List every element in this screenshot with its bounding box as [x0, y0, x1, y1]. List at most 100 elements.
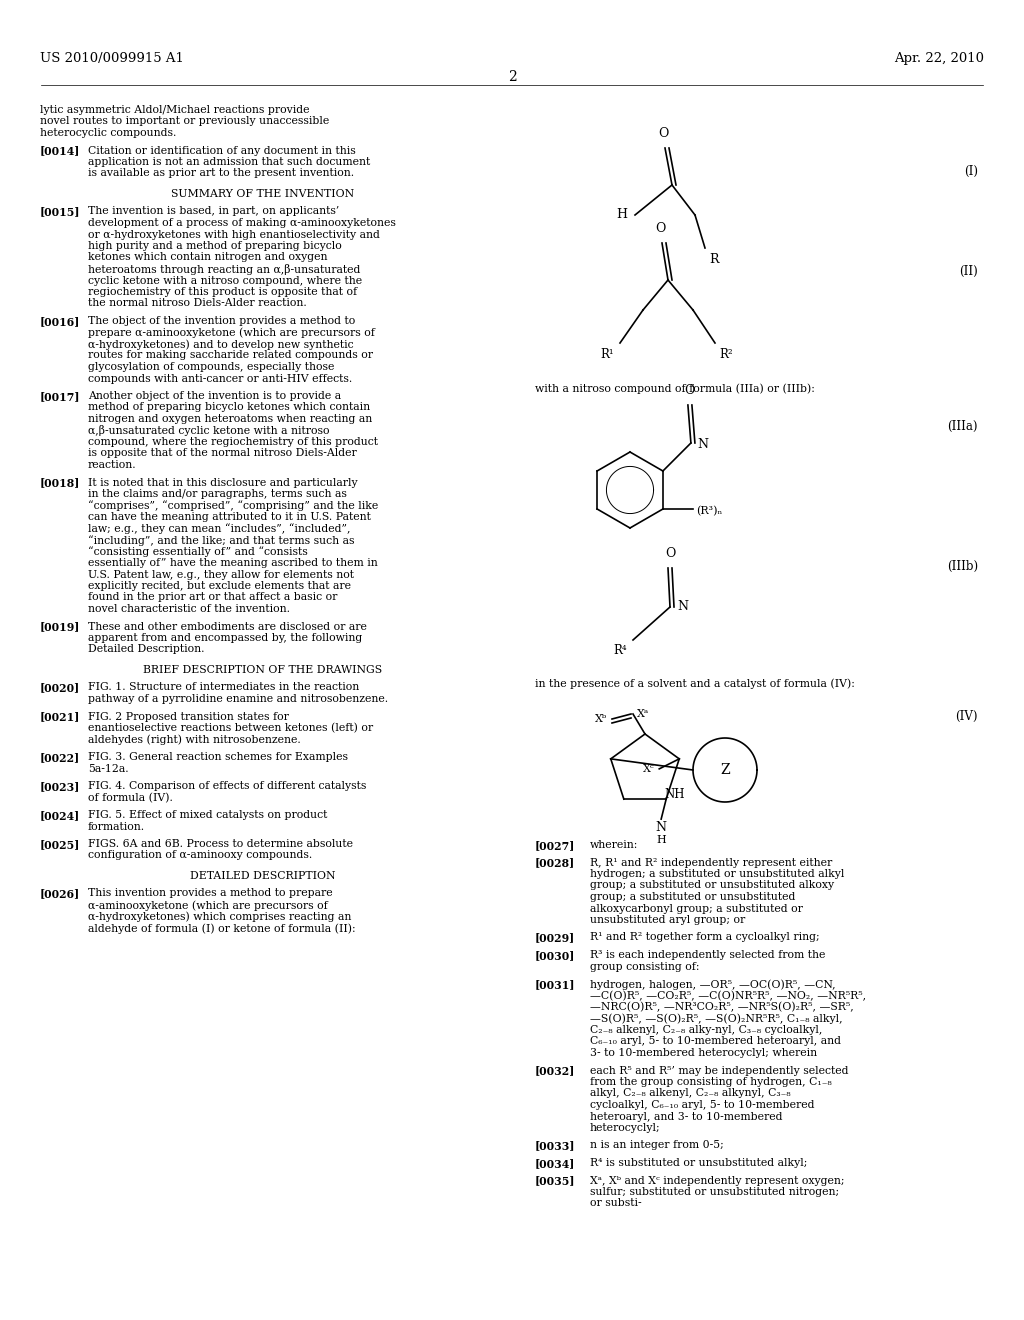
Text: [0014]: [0014]: [40, 145, 80, 157]
Text: R⁴ is substituted or unsubstituted alkyl;: R⁴ is substituted or unsubstituted alkyl…: [590, 1158, 807, 1168]
Text: O: O: [654, 222, 666, 235]
Text: “including”, and the like; and that terms such as: “including”, and the like; and that term…: [88, 535, 354, 545]
Text: formation.: formation.: [88, 821, 145, 832]
Text: “consisting essentially of” and “consists: “consisting essentially of” and “consist…: [88, 546, 308, 557]
Text: Apr. 22, 2010: Apr. 22, 2010: [894, 51, 984, 65]
Text: [0018]: [0018]: [40, 478, 80, 488]
Text: FIGS. 6A and 6B. Process to determine absolute: FIGS. 6A and 6B. Process to determine ab…: [88, 840, 353, 849]
Text: [0031]: [0031]: [535, 979, 575, 990]
Text: R¹: R¹: [600, 348, 614, 360]
Text: alkyl, C₂₋₈ alkenyl, C₂₋₈ alkynyl, C₃₋₈: alkyl, C₂₋₈ alkenyl, C₂₋₈ alkynyl, C₃₋₈: [590, 1089, 791, 1098]
Text: [0024]: [0024]: [40, 810, 80, 821]
Text: FIG. 1. Structure of intermediates in the reaction: FIG. 1. Structure of intermediates in th…: [88, 682, 359, 693]
Text: or α-hydroxyketones with high enantioselectivity and: or α-hydroxyketones with high enantiosel…: [88, 230, 380, 239]
Text: Xᵇ: Xᵇ: [595, 714, 607, 723]
Text: from the group consisting of hydrogen, C₁₋₈: from the group consisting of hydrogen, C…: [590, 1077, 831, 1086]
Text: heteroatoms through reacting an α,β-unsaturated: heteroatoms through reacting an α,β-unsa…: [88, 264, 360, 275]
Text: R, R¹ and R² independently represent either: R, R¹ and R² independently represent eit…: [590, 858, 833, 867]
Text: (II): (II): [959, 265, 978, 279]
Text: BRIEF DESCRIPTION OF THE DRAWINGS: BRIEF DESCRIPTION OF THE DRAWINGS: [143, 665, 382, 675]
Text: O: O: [685, 384, 695, 397]
Text: The invention is based, in part, on applicants’: The invention is based, in part, on appl…: [88, 206, 339, 216]
Text: [0033]: [0033]: [535, 1140, 575, 1151]
Text: “comprises”, “comprised”, “comprising” and the like: “comprises”, “comprised”, “comprising” a…: [88, 500, 378, 511]
Text: Citation or identification of any document in this: Citation or identification of any docume…: [88, 145, 355, 156]
Text: of formula (IV).: of formula (IV).: [88, 792, 173, 803]
Text: reaction.: reaction.: [88, 459, 136, 470]
Text: [0030]: [0030]: [535, 950, 575, 961]
Text: can have the meaning attributed to it in U.S. Patent: can have the meaning attributed to it in…: [88, 512, 371, 521]
Text: nitrogen and oxygen heteroatoms when reacting an: nitrogen and oxygen heteroatoms when rea…: [88, 414, 373, 424]
Text: n is an integer from 0-5;: n is an integer from 0-5;: [590, 1140, 724, 1151]
Text: heterocyclic compounds.: heterocyclic compounds.: [40, 128, 176, 139]
Text: Z: Z: [720, 763, 730, 777]
Text: NH: NH: [665, 788, 685, 801]
Text: in the presence of a solvent and a catalyst of formula (IV):: in the presence of a solvent and a catal…: [535, 678, 855, 689]
Text: 5a-12a.: 5a-12a.: [88, 763, 129, 774]
Text: [0017]: [0017]: [40, 391, 81, 403]
Text: [0022]: [0022]: [40, 752, 80, 763]
Text: FIG. 4. Comparison of effects of different catalysts: FIG. 4. Comparison of effects of differe…: [88, 781, 367, 791]
Text: It is noted that in this disclosure and particularly: It is noted that in this disclosure and …: [88, 478, 357, 487]
Text: group; a substituted or unsubstituted: group; a substituted or unsubstituted: [590, 892, 796, 902]
Text: pathway of a pyrrolidine enamine and nitrosobenzene.: pathway of a pyrrolidine enamine and nit…: [88, 694, 388, 704]
Text: configuration of α-aminooxy compounds.: configuration of α-aminooxy compounds.: [88, 850, 312, 861]
Text: R³ is each independently selected from the: R³ is each independently selected from t…: [590, 950, 825, 960]
Text: Xᶜ: Xᶜ: [642, 764, 654, 774]
Text: the normal nitroso Diels-Alder reaction.: the normal nitroso Diels-Alder reaction.: [88, 298, 307, 309]
Text: α-hydroxyketones) and to develop new synthetic: α-hydroxyketones) and to develop new syn…: [88, 339, 353, 350]
Text: (IIIa): (IIIa): [947, 420, 978, 433]
Text: regiochemistry of this product is opposite that of: regiochemistry of this product is opposi…: [88, 286, 357, 297]
Text: development of a process of making α-aminooxyketones: development of a process of making α-ami…: [88, 218, 396, 228]
Text: law; e.g., they can mean “includes”, “included”,: law; e.g., they can mean “includes”, “in…: [88, 524, 350, 535]
Text: FIG. 3. General reaction schemes for Examples: FIG. 3. General reaction schemes for Exa…: [88, 752, 348, 762]
Text: [0026]: [0026]: [40, 888, 80, 899]
Text: [0028]: [0028]: [535, 858, 575, 869]
Text: novel routes to important or previously unaccessible: novel routes to important or previously …: [40, 116, 330, 127]
Text: application is not an admission that such document: application is not an admission that suc…: [88, 157, 371, 168]
Text: (I): (I): [964, 165, 978, 178]
Text: —NRC(O)R⁵, —NR³CO₂R⁵, —NR⁵S(O)₂R⁵, —SR⁵,: —NRC(O)R⁵, —NR³CO₂R⁵, —NR⁵S(O)₂R⁵, —SR⁵,: [590, 1002, 854, 1012]
Text: wherein:: wherein:: [590, 840, 638, 850]
Text: hydrogen, halogen, —OR⁵, —OC(O)R⁵, —CN,: hydrogen, halogen, —OR⁵, —OC(O)R⁵, —CN,: [590, 979, 836, 990]
Text: α,β-unsaturated cyclic ketone with a nitroso: α,β-unsaturated cyclic ketone with a nit…: [88, 425, 330, 437]
Text: with a nitroso compound of formula (IIIa) or (IIIb):: with a nitroso compound of formula (IIIa…: [535, 383, 815, 393]
Text: apparent from and encompassed by, the following: apparent from and encompassed by, the fo…: [88, 634, 362, 643]
Text: [0019]: [0019]: [40, 622, 80, 632]
Text: O: O: [665, 546, 675, 560]
Text: FIG. 5. Effect of mixed catalysts on product: FIG. 5. Effect of mixed catalysts on pro…: [88, 810, 328, 820]
Text: SUMMARY OF THE INVENTION: SUMMARY OF THE INVENTION: [171, 189, 354, 199]
Text: glycosylation of compounds, especially those: glycosylation of compounds, especially t…: [88, 362, 335, 372]
Text: H: H: [616, 209, 627, 222]
Text: explicitly recited, but exclude elements that are: explicitly recited, but exclude elements…: [88, 581, 351, 591]
Text: each R⁵ and R⁵’ may be independently selected: each R⁵ and R⁵’ may be independently sel…: [590, 1065, 849, 1076]
Text: is opposite that of the normal nitroso Diels-Alder: is opposite that of the normal nitroso D…: [88, 449, 356, 458]
Text: R⁴: R⁴: [613, 644, 627, 657]
Text: [0032]: [0032]: [535, 1065, 575, 1077]
Text: [0023]: [0023]: [40, 781, 80, 792]
Text: is available as prior art to the present invention.: is available as prior art to the present…: [88, 169, 354, 178]
Text: high purity and a method of preparing bicyclo: high purity and a method of preparing bi…: [88, 242, 342, 251]
Text: Xᵃ: Xᵃ: [637, 709, 649, 719]
Text: C₂₋₈ alkenyl, C₂₋₈ alky-nyl, C₃₋₈ cycloalkyl,: C₂₋₈ alkenyl, C₂₋₈ alky-nyl, C₃₋₈ cycloa…: [590, 1026, 822, 1035]
Text: The object of the invention provides a method to: The object of the invention provides a m…: [88, 315, 355, 326]
Text: group consisting of:: group consisting of:: [590, 961, 699, 972]
Text: Detailed Description.: Detailed Description.: [88, 644, 205, 655]
Text: This invention provides a method to prepare: This invention provides a method to prep…: [88, 888, 333, 899]
Text: R¹ and R² together form a cycloalkyl ring;: R¹ and R² together form a cycloalkyl rin…: [590, 932, 819, 942]
Text: 2: 2: [508, 70, 516, 84]
Text: found in the prior art or that affect a basic or: found in the prior art or that affect a …: [88, 593, 337, 602]
Text: (IIIb): (IIIb): [947, 560, 978, 573]
Text: heterocyclyl;: heterocyclyl;: [590, 1123, 660, 1133]
Text: heteroaryl, and 3- to 10-membered: heteroaryl, and 3- to 10-membered: [590, 1111, 782, 1122]
Text: essentially of” have the meaning ascribed to them in: essentially of” have the meaning ascribe…: [88, 558, 378, 568]
Text: hydrogen; a substituted or unsubstituted alkyl: hydrogen; a substituted or unsubstituted…: [590, 869, 845, 879]
Text: C₆₋₁₀ aryl, 5- to 10-membered heteroaryl, and: C₆₋₁₀ aryl, 5- to 10-membered heteroaryl…: [590, 1036, 841, 1047]
Text: O: O: [657, 127, 669, 140]
Text: R²: R²: [719, 348, 732, 360]
Text: α-aminooxyketone (which are precursors of: α-aminooxyketone (which are precursors o…: [88, 900, 328, 911]
Text: [0027]: [0027]: [535, 840, 575, 851]
Text: sulfur; substituted or unsubstituted nitrogen;: sulfur; substituted or unsubstituted nit…: [590, 1187, 839, 1197]
Text: N: N: [677, 601, 688, 614]
Text: in the claims and/or paragraphs, terms such as: in the claims and/or paragraphs, terms s…: [88, 488, 347, 499]
